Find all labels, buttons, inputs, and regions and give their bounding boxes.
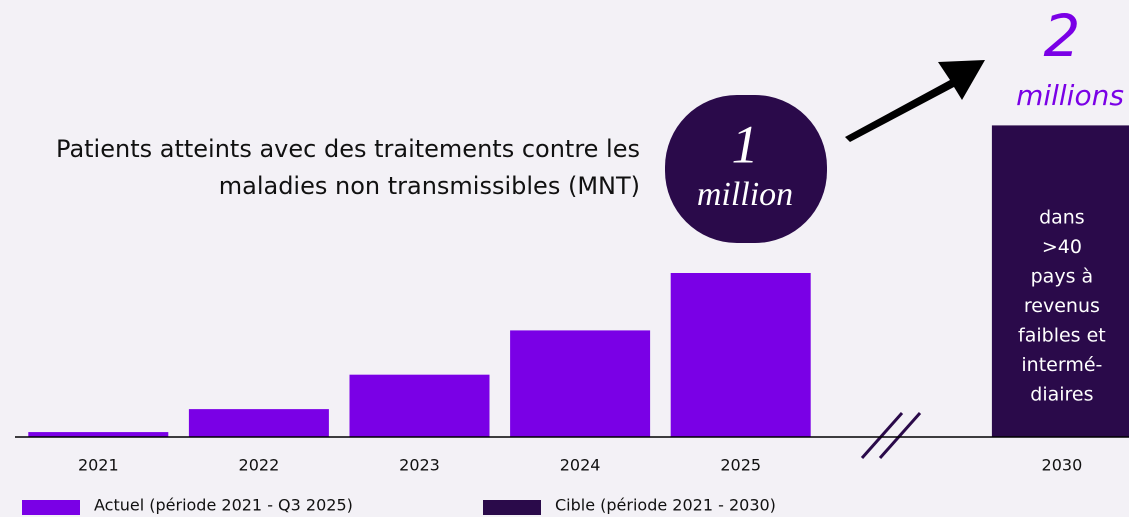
bar <box>670 273 811 437</box>
x-tick-label: 2022 <box>239 456 280 475</box>
current-value: 1 <box>732 114 759 174</box>
target-note: >40 <box>1042 236 1082 258</box>
target-note: revenus <box>1024 295 1100 317</box>
bar <box>991 125 1129 438</box>
chart-title: maladies non transmissibles (MNT) <box>219 172 640 200</box>
legend-swatch <box>483 500 541 515</box>
bar <box>188 409 329 437</box>
x-tick-label: 2021 <box>78 456 119 475</box>
bar <box>349 374 490 437</box>
target-note: pays à <box>1031 266 1094 288</box>
current-bubble <box>665 95 827 243</box>
bar <box>28 432 169 437</box>
axis-break <box>860 412 904 459</box>
x-tick-label: 2023 <box>399 456 440 475</box>
legend-swatch <box>22 500 80 515</box>
legend-label: Actuel (période 2021 - Q3 2025) <box>94 496 353 515</box>
target-value: 2 <box>1044 2 1081 70</box>
axis-break <box>878 412 922 459</box>
x-tick-label: 2024 <box>560 456 601 475</box>
current-unit: million <box>697 176 793 213</box>
x-tick-label: 2025 <box>720 456 761 475</box>
target-note: intermé- <box>1021 354 1102 376</box>
target-note: faibles et <box>1018 325 1106 347</box>
target-note: diaires <box>1030 384 1093 406</box>
target-note: dans <box>1039 207 1085 229</box>
legend-label: Cible (période 2021 - 2030) <box>555 496 776 515</box>
bar <box>510 330 651 437</box>
arrow <box>845 60 985 142</box>
chart-title: Patients atteints avec des traitements c… <box>56 135 640 163</box>
x-tick-label: 2030 <box>1042 456 1083 475</box>
target-unit: millions <box>1016 79 1124 112</box>
